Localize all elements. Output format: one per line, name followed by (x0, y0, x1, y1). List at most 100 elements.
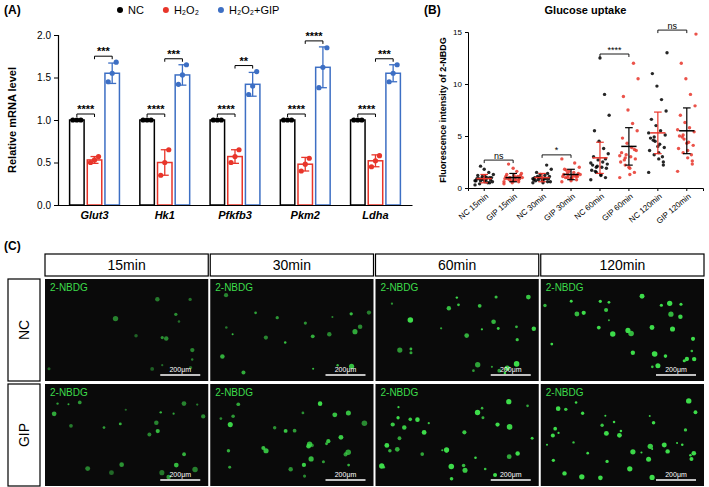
image-background (541, 279, 704, 381)
point (479, 164, 482, 167)
cell-spot (652, 421, 656, 425)
point (624, 156, 627, 159)
cell-spot (684, 428, 687, 431)
image-background (210, 384, 373, 486)
point (184, 62, 189, 67)
error-line (513, 173, 514, 181)
cell-spot (481, 407, 484, 410)
cell-spot (147, 433, 151, 437)
cell-spot (161, 336, 164, 339)
channel-label: 2-NBDG (215, 282, 253, 293)
image-background (210, 279, 373, 381)
cell-spot (190, 348, 194, 352)
cell-spot (586, 452, 589, 455)
cell-spot (691, 451, 696, 456)
significance-label: **** (147, 103, 165, 115)
point (148, 117, 153, 122)
error-cap (683, 153, 691, 154)
cell-spot (273, 426, 276, 429)
point (619, 160, 622, 163)
cell-spot (232, 333, 234, 335)
point (246, 92, 251, 97)
point (114, 60, 119, 65)
cell-spot (689, 457, 693, 461)
cell-spot (531, 437, 534, 440)
bar (316, 67, 330, 205)
tick-mark (513, 188, 514, 191)
point (618, 176, 621, 179)
cell-spot (408, 418, 412, 422)
cell-spot (582, 311, 586, 315)
cell-spot (182, 452, 186, 456)
point (676, 170, 679, 173)
cell-spot (302, 463, 306, 467)
cell-spot (515, 451, 519, 455)
tick-mark (54, 120, 58, 121)
tick-mark (465, 32, 468, 33)
y-tick: 2.0 (37, 30, 58, 41)
significance: **** (358, 103, 376, 117)
image-background (376, 384, 539, 486)
point (575, 178, 578, 181)
legend-marker (218, 7, 224, 13)
point (232, 154, 237, 159)
tick-label: Glut3 (80, 209, 108, 221)
legend-item: NC (117, 4, 144, 16)
cell-spot (600, 424, 603, 427)
significance: **** (305, 30, 323, 44)
y-axis: 0.00.51.01.52.0 (37, 30, 58, 211)
point (572, 171, 575, 174)
cell-spot (415, 417, 420, 422)
point (600, 166, 603, 169)
cell-spot (109, 470, 114, 475)
x-axis: Glut3Hk1Pfkfb3Pkm2Ldha (59, 205, 413, 221)
point (683, 121, 686, 124)
cell-spot (599, 300, 602, 303)
legend: NCH₂O₂H₂O₂+GIP (117, 4, 279, 16)
scale-bar-label: 200μm (335, 366, 357, 374)
error-bar (480, 174, 488, 182)
row-box (8, 384, 40, 486)
x-axis: NC 15minGIP 15minNC 30minGIP 30minNC 60m… (457, 188, 703, 226)
image-background (376, 279, 539, 381)
point (635, 129, 638, 132)
bar (210, 120, 224, 205)
cell-spot (225, 326, 228, 329)
point (166, 147, 171, 152)
point (483, 168, 486, 171)
point (589, 178, 592, 181)
point (377, 153, 382, 158)
cell-spot (464, 333, 469, 338)
point (369, 164, 374, 169)
point (691, 162, 694, 165)
point (679, 114, 682, 117)
cell-spot (303, 475, 306, 478)
cell-spot (631, 351, 635, 355)
error-cap (596, 142, 604, 143)
point (549, 180, 552, 183)
cell-spot (178, 320, 181, 323)
legend-label: H₂O₂ (174, 4, 199, 16)
cell-spot (620, 430, 623, 433)
point (664, 109, 667, 112)
cell-spot (331, 316, 333, 318)
point (663, 146, 666, 149)
cell-spot (630, 449, 635, 454)
cell-spot (103, 426, 106, 429)
error-cap (654, 153, 662, 154)
cell-spot (67, 403, 69, 405)
point (595, 166, 598, 169)
tick-label: 5 (458, 132, 463, 141)
legend-marker (163, 7, 169, 13)
point (106, 79, 111, 84)
point (633, 171, 636, 174)
axis-line (469, 189, 704, 192)
cell-spot (462, 464, 466, 468)
significance: ns (484, 151, 513, 164)
scale-bar (160, 374, 200, 376)
cell-spot (113, 316, 118, 321)
point (647, 131, 650, 134)
point (680, 62, 683, 65)
point (560, 180, 563, 183)
cell-spot (648, 444, 653, 449)
